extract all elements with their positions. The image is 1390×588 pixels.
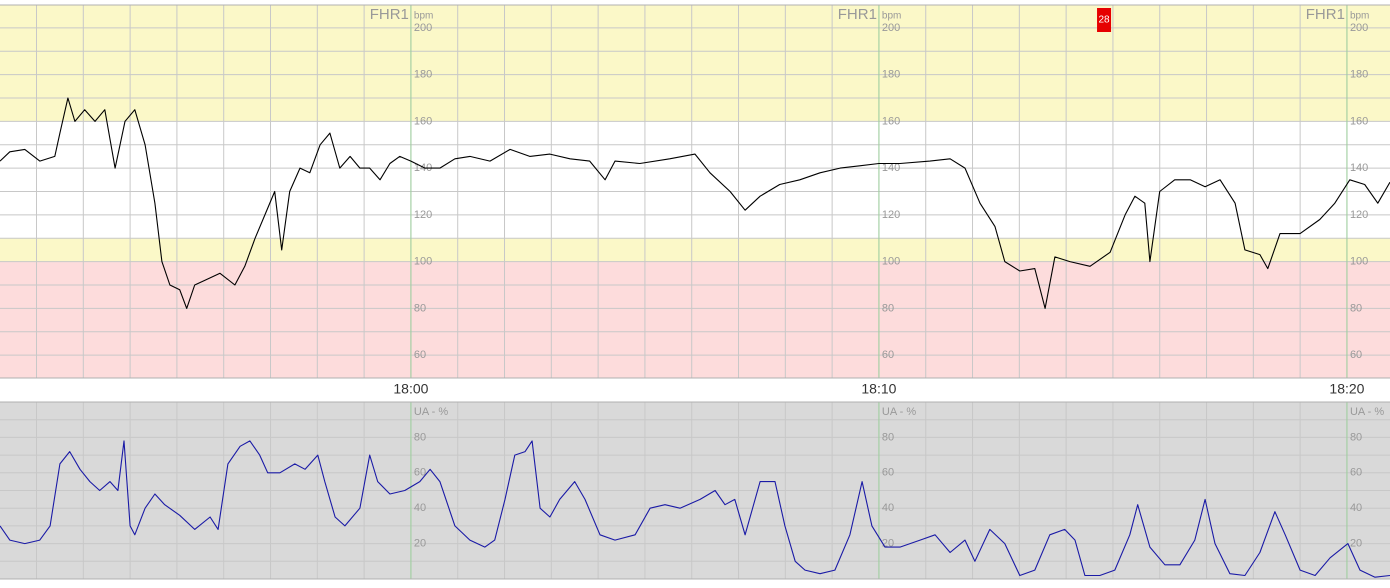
y-axis-unit: bpm <box>1350 11 1369 22</box>
zone-band <box>0 121 1390 239</box>
y-tick-label: 80 <box>882 431 894 443</box>
y-tick-label: 20 <box>882 538 894 550</box>
y-tick-label: 40 <box>1350 502 1362 514</box>
annotation-box <box>1097 8 1112 32</box>
trace-line <box>0 440 1390 578</box>
y-tick-label: 80 <box>414 302 426 314</box>
y-axis-label: UA - % <box>882 406 916 418</box>
y-tick-label: 120 <box>882 209 900 221</box>
y-tick-label: 40 <box>882 502 894 514</box>
zone-band <box>0 238 1390 262</box>
y-tick-label: 80 <box>882 302 894 314</box>
y-axis-label: UA - % <box>1350 406 1384 418</box>
y-tick-label: 100 <box>414 256 432 268</box>
y-tick-label: 180 <box>414 69 432 81</box>
y-tick-label: 60 <box>1350 349 1362 361</box>
y-tick-label: 180 <box>882 69 900 81</box>
y-tick-label: 60 <box>414 349 426 361</box>
y-axis-unit: bpm <box>882 11 901 22</box>
y-tick-label: 160 <box>882 115 900 127</box>
y-tick-label: 200 <box>882 22 900 34</box>
y-axis-label: FHR1 <box>1306 6 1345 23</box>
y-tick-label: 60 <box>882 467 894 479</box>
y-tick-label: 20 <box>414 538 426 550</box>
y-tick-label: 60 <box>1350 467 1362 479</box>
y-tick-label: 120 <box>1350 209 1368 221</box>
annotation-label: 28 <box>1098 15 1110 26</box>
y-tick-label: 160 <box>1350 115 1368 127</box>
y-tick-label: 120 <box>414 209 432 221</box>
x-tick-label: 18:10 <box>861 381 896 397</box>
y-tick-label: 60 <box>414 467 426 479</box>
y-tick-label: 80 <box>1350 302 1362 314</box>
y-tick-label: 100 <box>1350 256 1368 268</box>
y-tick-label: 160 <box>414 115 432 127</box>
y-axis-label: UA - % <box>414 406 448 418</box>
y-tick-label: 60 <box>882 349 894 361</box>
y-axis-label: FHR1 <box>838 6 877 23</box>
y-tick-label: 180 <box>1350 69 1368 81</box>
y-tick-label: 140 <box>1350 162 1368 174</box>
x-tick-label: 18:20 <box>1329 381 1364 397</box>
y-tick-label: 140 <box>882 162 900 174</box>
y-tick-label: 80 <box>414 431 426 443</box>
y-tick-label: 100 <box>882 256 900 268</box>
y-axis-unit: bpm <box>414 11 433 22</box>
x-tick-label: 18:00 <box>393 381 428 397</box>
y-axis-label: FHR1 <box>370 6 409 23</box>
zone-band <box>0 261 1390 378</box>
zone-band <box>0 5 1390 122</box>
trace-line <box>0 97 1390 309</box>
y-tick-label: 20 <box>1350 538 1362 550</box>
y-tick-label: 40 <box>414 502 426 514</box>
y-tick-label: 200 <box>414 22 432 34</box>
y-tick-label: 200 <box>1350 22 1368 34</box>
y-tick-label: 80 <box>1350 431 1362 443</box>
